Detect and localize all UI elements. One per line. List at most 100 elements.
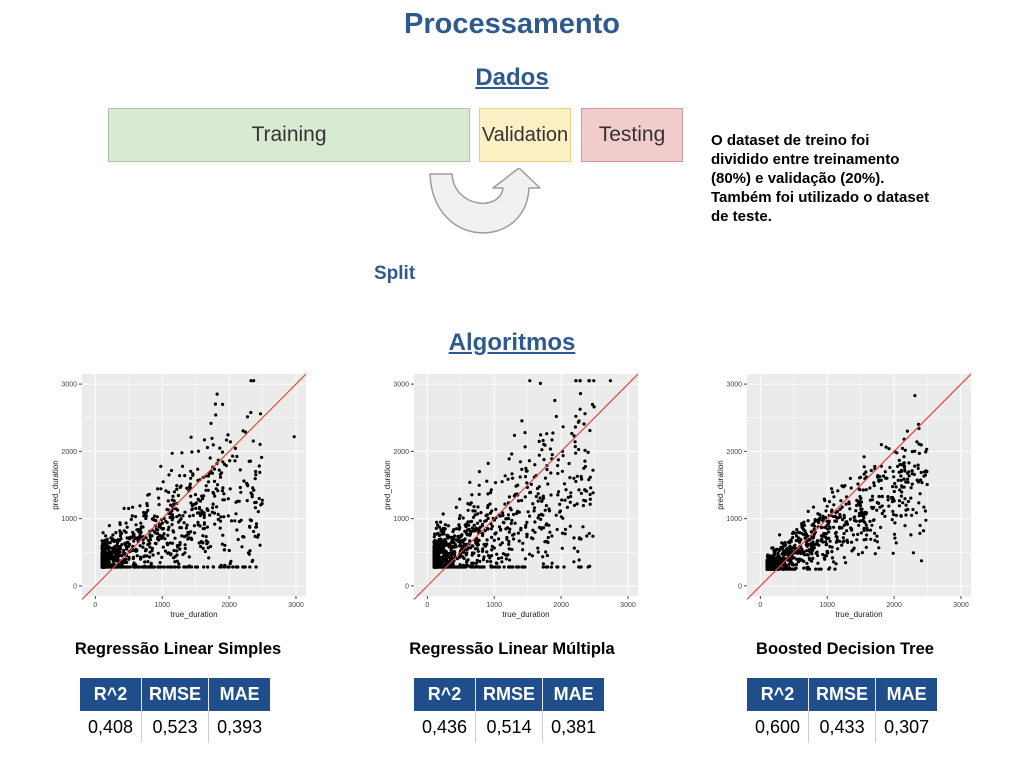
scatter-point (555, 565, 559, 569)
scatter-point (789, 540, 793, 544)
scatter-point (893, 521, 897, 525)
scatter-point (188, 484, 192, 489)
scatter-point (456, 539, 460, 543)
scatter-point (112, 548, 116, 552)
scatter-point (550, 561, 554, 565)
scatter-point (471, 515, 476, 519)
scatter-point (226, 433, 230, 437)
scatter-point (488, 511, 492, 515)
scatter-point (916, 463, 920, 467)
x-tick-label: 2000 (221, 602, 237, 609)
scatter-point (197, 498, 201, 502)
scatter-point (800, 531, 804, 536)
scatter-point (107, 524, 111, 528)
scatter-point (555, 527, 559, 532)
scatter-point (204, 539, 208, 543)
scatter-point (206, 488, 210, 492)
scatter-point (545, 539, 549, 543)
scatter-point (814, 567, 818, 571)
scatter-point (855, 498, 859, 502)
scatter-point (886, 495, 890, 499)
scatter-point (172, 490, 177, 494)
scatter-point (577, 419, 581, 423)
scatter-point (166, 499, 170, 503)
scatter-point (242, 479, 246, 483)
scatter-point (827, 500, 832, 504)
scatter-point (452, 528, 456, 532)
scatter-point (260, 455, 264, 459)
scatter-point (241, 535, 245, 539)
scatter-point (563, 532, 567, 536)
scatter-point (101, 563, 105, 567)
metric-header-mae: MAE (208, 678, 271, 711)
scatter-point (899, 468, 904, 472)
scatter-point (135, 548, 139, 552)
scatter-point (574, 379, 578, 383)
scatter-point (436, 531, 440, 535)
scatter-point (157, 524, 161, 529)
scatter-point (458, 514, 462, 518)
scatter-point (123, 560, 128, 564)
scatter-point (560, 531, 565, 535)
scatter-point (802, 559, 806, 563)
scatter-point (513, 521, 517, 525)
scatter-point (143, 560, 147, 564)
scatter-point (492, 538, 496, 542)
scatter-point (556, 458, 560, 462)
scatter-point (542, 526, 546, 530)
scatter-point (468, 532, 473, 536)
scatter-point (247, 459, 251, 463)
scatter-point (204, 488, 208, 492)
scatter-point (523, 445, 527, 449)
scatter-point (170, 518, 174, 522)
scatter-point (138, 504, 142, 508)
scatter-point (440, 558, 444, 563)
scatter-point (907, 470, 911, 474)
scatter-point (543, 508, 547, 512)
scatter-point (805, 566, 809, 570)
scatter-point (222, 462, 227, 466)
scatter-point (816, 512, 820, 516)
scatter-point (170, 498, 174, 502)
scatter-point (122, 506, 126, 510)
scatter-point (878, 475, 882, 479)
reference-line (81, 373, 307, 600)
scatter-point (870, 523, 874, 527)
scatter-point (214, 487, 218, 491)
scatter-point (797, 537, 802, 541)
scatter-point (500, 556, 504, 560)
scatter-point (235, 499, 239, 503)
scatter-point (440, 563, 444, 567)
y-axis-label: pred_duration (51, 460, 60, 509)
scatter-point (578, 379, 582, 383)
scatter-point (875, 508, 879, 512)
scatter-point (104, 545, 108, 549)
scatter-point (545, 467, 549, 472)
scatter-point (907, 474, 911, 478)
scatter-point (258, 412, 263, 416)
scatter-point (156, 551, 160, 555)
scatter-point (581, 525, 585, 529)
metric-value-r2: 0,600 (747, 711, 810, 743)
scatter-point (582, 466, 586, 470)
scatter-point (102, 561, 106, 565)
scatter-point (523, 565, 527, 569)
scatter-point (439, 528, 443, 532)
scatter-point (875, 540, 879, 544)
scatter-point (169, 468, 174, 473)
scatter-point (796, 560, 801, 564)
scatter-point (924, 518, 928, 522)
metric-header-mae: MAE (542, 678, 605, 711)
scatter-point (902, 465, 907, 470)
scatter-point (174, 507, 178, 511)
scatter-point (477, 483, 481, 487)
scatter-point (147, 538, 151, 543)
scatter-point (187, 532, 191, 536)
scatter-point (842, 555, 846, 560)
scatter-point (878, 505, 882, 509)
scatter-point (524, 466, 528, 470)
scatter-point (884, 445, 888, 449)
scatter-point (170, 523, 174, 527)
scatter-point (236, 537, 240, 542)
scatter-point (202, 438, 207, 442)
